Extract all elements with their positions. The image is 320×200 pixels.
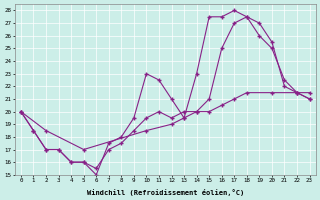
X-axis label: Windchill (Refroidissement éolien,°C): Windchill (Refroidissement éolien,°C) [87,189,244,196]
